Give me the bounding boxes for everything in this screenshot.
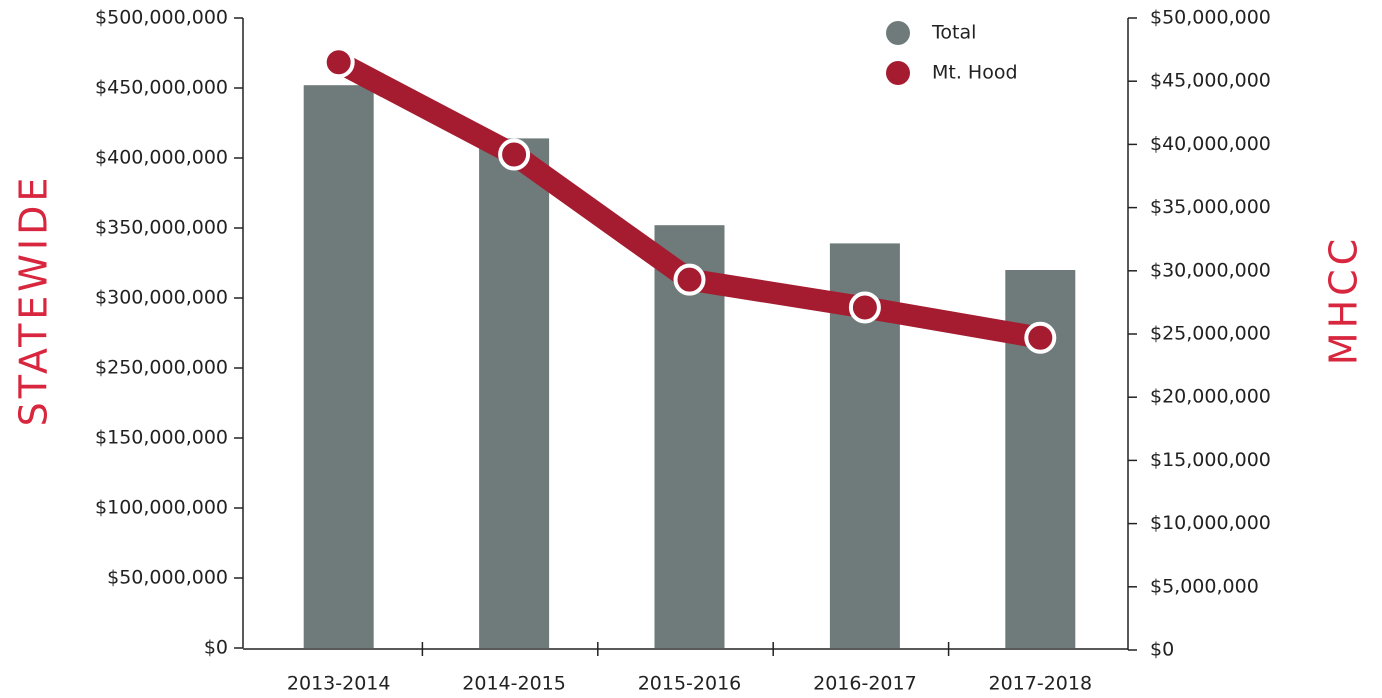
x-tick-label: 2015-2016 (638, 673, 742, 695)
y-tick-label: $350,000,000 (95, 217, 228, 239)
y2-tick-label: $20,000,000 (1150, 386, 1271, 408)
marker (498, 138, 531, 171)
marker (848, 291, 881, 324)
bar (479, 138, 550, 648)
y-tick-label: $250,000,000 (95, 357, 228, 379)
y2-tick-label: $5,000,000 (1150, 575, 1259, 597)
y2-tick-label: $10,000,000 (1150, 512, 1271, 534)
x-tick-label: 2014-2015 (462, 673, 566, 695)
x-tick-label: 2017-2018 (989, 673, 1093, 695)
bar (303, 85, 374, 648)
marker (322, 46, 355, 79)
y-tick-label: $100,000,000 (95, 497, 228, 519)
y2-tick-label: $40,000,000 (1150, 133, 1271, 155)
y-tick-label: $400,000,000 (95, 147, 228, 169)
legend-swatch (886, 61, 910, 85)
y-tick-label: $500,000,000 (95, 7, 228, 29)
legend-label: Mt. Hood (932, 62, 1018, 84)
y-tick-label: $50,000,000 (107, 567, 228, 589)
y-tick-label: $0 (204, 637, 228, 659)
y2-tick-label: $15,000,000 (1150, 449, 1271, 471)
marker (673, 263, 706, 296)
legend-label: Total (931, 22, 976, 44)
marker (1024, 321, 1057, 354)
y-tick-label: $450,000,000 (95, 77, 228, 99)
y2-tick-label: $50,000,000 (1150, 7, 1271, 29)
y2-axis-title: MHCC (1322, 235, 1366, 365)
bar (654, 225, 725, 648)
x-tick-label: 2016-2017 (813, 673, 917, 695)
y-tick-label: $150,000,000 (95, 427, 228, 449)
y2-tick-label: $45,000,000 (1150, 70, 1271, 92)
y2-tick-label: $25,000,000 (1150, 323, 1271, 345)
y-axis-title: STATEWIDE (12, 174, 56, 427)
legend-swatch (886, 21, 910, 45)
y-tick-label: $300,000,000 (95, 287, 228, 309)
y2-tick-label: $35,000,000 (1150, 196, 1271, 218)
y2-tick-label: $0 (1150, 639, 1174, 661)
y2-tick-label: $30,000,000 (1150, 259, 1271, 281)
x-tick-label: 2013-2014 (287, 673, 391, 695)
